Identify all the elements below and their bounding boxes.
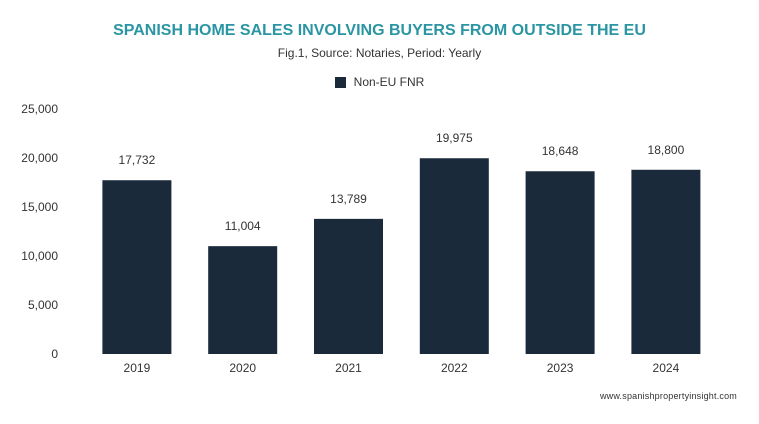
data-label: 18,648 xyxy=(542,144,579,158)
data-label: 13,789 xyxy=(330,192,367,206)
y-tick-label: 5,000 xyxy=(28,298,58,312)
y-tick-label: 15,000 xyxy=(21,200,58,214)
y-tick-label: 0 xyxy=(51,347,58,361)
x-tick-label: 2024 xyxy=(653,361,680,375)
data-label: 19,975 xyxy=(436,131,473,145)
data-label: 11,004 xyxy=(225,219,261,233)
source-credit: www.spanishpropertyinsight.com xyxy=(599,391,737,401)
bar-2020 xyxy=(208,246,278,354)
y-tick-label: 20,000 xyxy=(21,151,58,165)
bar-2022 xyxy=(419,158,489,354)
y-tick-label: 25,000 xyxy=(21,102,58,116)
bar-2021 xyxy=(314,218,383,354)
x-tick-label: 2019 xyxy=(124,361,151,375)
chart-subtitle: Fig.1, Source: Notaries, Period: Yearly xyxy=(277,46,482,60)
x-tick-label: 2020 xyxy=(229,361,256,375)
legend-label: Non-EU FNR xyxy=(353,75,425,89)
bar-2019 xyxy=(102,180,172,354)
x-tick-label: 2022 xyxy=(441,361,468,375)
data-label: 17,732 xyxy=(119,153,156,167)
bar-2024 xyxy=(631,169,701,354)
chart-title: SPANISH HOME SALES INVOLVING BUYERS FROM… xyxy=(113,22,646,39)
data-label: 18,800 xyxy=(648,143,685,157)
legend-swatch xyxy=(334,76,346,88)
bar-2023 xyxy=(525,171,595,354)
y-tick-label: 10,000 xyxy=(21,249,58,263)
x-tick-label: 2021 xyxy=(335,361,362,375)
x-tick-label: 2023 xyxy=(547,361,574,375)
legend: Non-EU FNR xyxy=(0,75,759,89)
